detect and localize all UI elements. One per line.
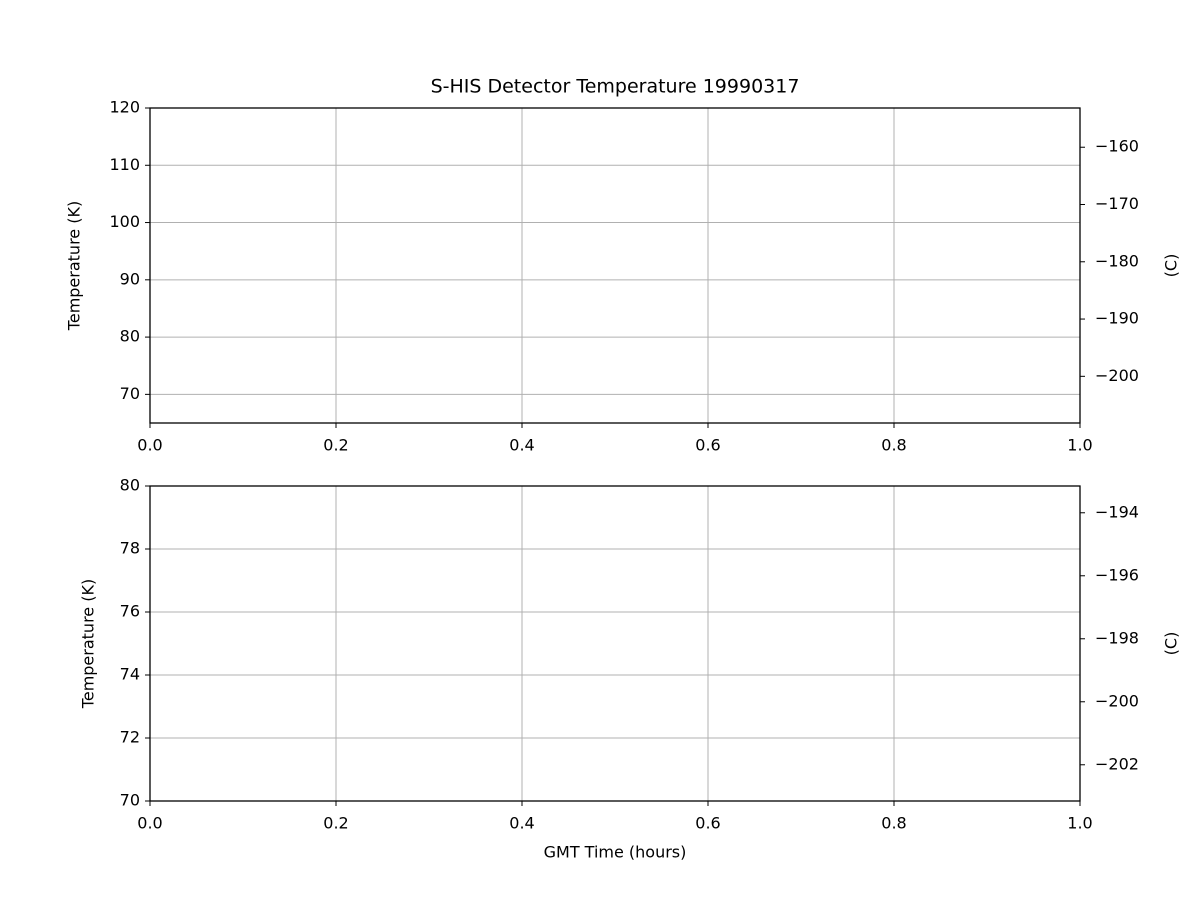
y-tick-label: 74 [120, 665, 140, 684]
y-tick-label: 90 [120, 269, 140, 288]
y-tick-label: 76 [120, 602, 140, 621]
y-axis-label: Temperature (K) [79, 579, 98, 709]
x-tick-label: 0.4 [509, 436, 534, 455]
x-tick-label: 0.8 [881, 814, 906, 833]
x-tick-label: 0.6 [695, 436, 720, 455]
y-tick-label: 78 [120, 539, 140, 558]
y-tick-label: 70 [120, 384, 140, 403]
chart-title: S-HIS Detector Temperature 19990317 [431, 76, 800, 98]
y2-axis-label: (C) [1162, 632, 1181, 656]
y2-tick-label: −160 [1095, 137, 1139, 156]
x-tick-label: 1.0 [1067, 814, 1092, 833]
y2-tick-label: −180 [1095, 251, 1139, 270]
y2-tick-label: −194 [1095, 502, 1139, 521]
y2-tick-label: −200 [1095, 366, 1139, 385]
y2-tick-label: −190 [1095, 309, 1139, 328]
y2-axis-label: (C) [1162, 254, 1181, 278]
axes-frame [149, 107, 1081, 424]
y-tick-label: 120 [109, 98, 140, 117]
y2-tick-label: −198 [1095, 628, 1139, 647]
y2-tick-label: −202 [1095, 754, 1139, 773]
y-tick-label: 72 [120, 728, 140, 747]
x-tick-label: 0.4 [509, 814, 534, 833]
x-tick-label: 0.0 [137, 436, 162, 455]
y-tick-label: 100 [109, 212, 140, 231]
y-tick-label: 80 [120, 476, 140, 495]
y-tick-label: 70 [120, 791, 140, 810]
y-tick-label: 80 [120, 327, 140, 346]
x-tick-label: 0.0 [137, 814, 162, 833]
x-tick-label: 0.8 [881, 436, 906, 455]
x-tick-label: 0.6 [695, 814, 720, 833]
x-axis-label: GMT Time (hours) [544, 843, 687, 862]
y2-tick-label: −170 [1095, 194, 1139, 213]
y-axis-label: Temperature (K) [65, 201, 84, 331]
y-tick-label: 110 [109, 155, 140, 174]
x-tick-label: 0.2 [323, 436, 348, 455]
y2-tick-label: −196 [1095, 565, 1139, 584]
y2-tick-label: −200 [1095, 691, 1139, 710]
axes-frame [149, 485, 1081, 802]
x-tick-label: 1.0 [1067, 436, 1092, 455]
x-tick-label: 0.2 [323, 814, 348, 833]
